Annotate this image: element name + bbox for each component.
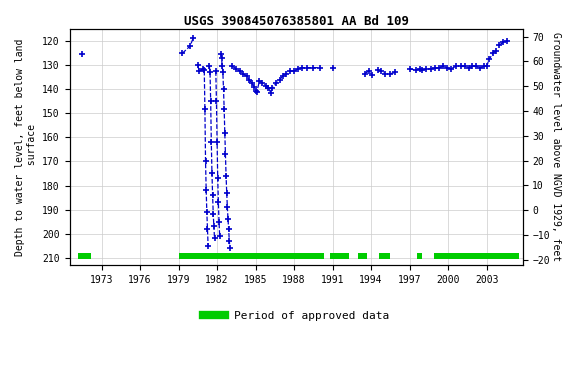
Y-axis label: Groundwater level above NGVD 1929, feet: Groundwater level above NGVD 1929, feet [551, 33, 561, 262]
Title: USGS 390845076385801 AA Bd 109: USGS 390845076385801 AA Bd 109 [184, 15, 408, 28]
Y-axis label: Depth to water level, feet below land
 surface: Depth to water level, feet below land su… [15, 38, 37, 256]
Legend: Period of approved data: Period of approved data [198, 306, 393, 325]
